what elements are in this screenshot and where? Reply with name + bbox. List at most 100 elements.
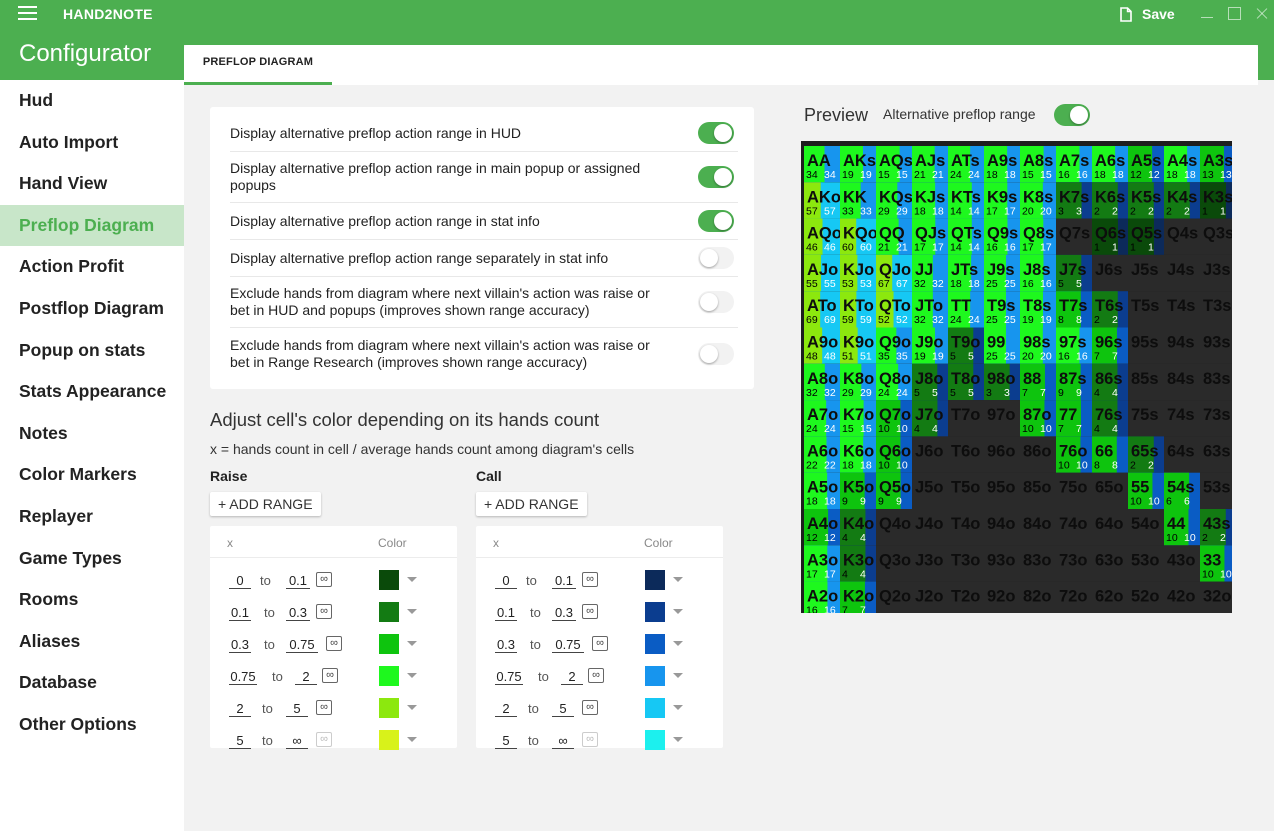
tab-preflop-diagram[interactable]: PREFLOP DIAGRAM [184,45,332,85]
option-toggle[interactable] [698,247,734,269]
range-to-input[interactable]: 0.1 [286,573,310,589]
sidebar-item-replayer[interactable]: Replayer [19,505,93,526]
infinity-icon[interactable]: ∞ [326,636,342,651]
close-icon[interactable] [1250,0,1274,28]
color-swatch[interactable] [379,666,399,686]
color-swatch[interactable] [379,570,399,590]
infinity-icon[interactable]: ∞ [316,604,332,619]
chevron-down-icon[interactable] [673,673,683,678]
color-swatch[interactable] [645,666,665,686]
call-count: 10 [896,459,908,471]
sidebar-item-hand-view[interactable]: Hand View [19,173,108,194]
infinity-icon[interactable]: ∞ [582,700,598,715]
chevron-down-icon[interactable] [673,609,683,614]
infinity-icon[interactable]: ∞ [316,700,332,715]
sidebar-item-other-options[interactable]: Other Options [19,713,137,734]
sidebar-item-color-markers[interactable]: Color Markers [19,464,137,485]
option-toggle[interactable] [698,291,734,313]
raise-add-range-button[interactable]: + ADD RANGE [210,492,321,516]
sidebar-item-postflop-diagram[interactable]: Postflop Diagram [19,297,164,318]
range-to-label: to [538,669,549,684]
sidebar-item-popup-on-stats[interactable]: Popup on stats [19,339,146,360]
sidebar-item-action-profit[interactable]: Action Profit [19,256,124,277]
chevron-down-icon[interactable] [407,577,417,582]
range-to-input[interactable]: 0.3 [286,605,310,621]
maximize-icon[interactable] [1222,0,1246,28]
sidebar-item-aliases[interactable]: Aliases [19,630,81,651]
infinity-icon[interactable]: ∞ [582,604,598,619]
range-from-input[interactable]: 0.1 [495,605,517,621]
sidebar-item-notes[interactable]: Notes [19,422,68,443]
range-to-input[interactable]: 2 [561,669,583,685]
infinity-icon[interactable]: ∞ [316,732,332,747]
range-from-input[interactable]: 2 [229,701,251,717]
color-swatch[interactable] [379,634,399,654]
chevron-down-icon[interactable] [407,705,417,710]
color-swatch[interactable] [379,730,399,750]
sidebar-item-preflop-diagram[interactable]: Preflop Diagram [0,204,184,247]
option-toggle[interactable] [698,166,734,188]
range-to-input[interactable]: ∞ [286,733,308,749]
color-swatch[interactable] [645,698,665,718]
range-to-input[interactable]: 0.75 [552,637,584,653]
infinity-icon[interactable]: ∞ [592,636,608,651]
range-from-input[interactable]: 5 [495,733,517,749]
range-from-input[interactable]: 0.75 [495,669,523,685]
option-label: Display alternative preflop action range… [230,249,609,266]
sidebar-item-stats-appearance[interactable]: Stats Appearance [19,381,167,402]
range-from-input[interactable]: 0.1 [229,605,251,621]
range-from-input[interactable]: 5 [229,733,251,749]
option-toggle[interactable] [698,122,734,144]
chevron-down-icon[interactable] [407,609,417,614]
alt-range-toggle[interactable] [1054,104,1090,126]
hand-label: 64o [1095,515,1123,533]
chevron-down-icon[interactable] [407,641,417,646]
raise-count: 18 [842,459,854,471]
color-swatch[interactable] [645,602,665,622]
color-swatch[interactable] [645,570,665,590]
range-to-input[interactable]: 2 [295,669,317,685]
call-count: 20 [1040,205,1052,217]
infinity-icon[interactable]: ∞ [316,572,332,587]
infinity-icon[interactable]: ∞ [322,668,338,683]
range-to-label: to [264,637,275,652]
range-to-input[interactable]: 0.75 [286,637,318,653]
option-toggle[interactable] [698,210,734,232]
range-from-input[interactable]: 0.3 [229,637,251,653]
chevron-down-icon[interactable] [673,641,683,646]
chevron-down-icon[interactable] [407,737,417,742]
range-from-input[interactable]: 0 [495,573,517,589]
chevron-down-icon[interactable] [407,673,417,678]
sidebar-item-rooms[interactable]: Rooms [19,589,79,610]
chevron-down-icon[interactable] [673,577,683,582]
range-to-input[interactable]: 0.1 [552,573,576,589]
range-to-input[interactable]: 5 [552,701,574,717]
chevron-down-icon[interactable] [673,705,683,710]
range-to-input[interactable]: 0.3 [552,605,576,621]
range-from-input[interactable]: 0.3 [495,637,517,653]
hand-label: 96o [987,442,1015,460]
minimize-icon[interactable] [1195,0,1219,28]
infinity-icon[interactable]: ∞ [588,668,604,683]
range-from-input[interactable]: 0.75 [229,669,257,685]
range-from-input[interactable]: 0 [229,573,251,589]
color-swatch[interactable] [379,602,399,622]
range-from-input[interactable]: 2 [495,701,517,717]
infinity-icon[interactable]: ∞ [582,732,598,747]
color-swatch[interactable] [379,698,399,718]
sidebar-item-auto-import[interactable]: Auto Import [19,131,119,152]
chevron-down-icon[interactable] [673,737,683,742]
menu-icon[interactable] [18,6,37,20]
save-button[interactable]: Save [1120,4,1175,24]
sidebar-item-database[interactable]: Database [19,672,97,693]
option-toggle[interactable] [698,342,734,365]
color-swatch[interactable] [645,730,665,750]
sidebar-item-game-types[interactable]: Game Types [19,547,122,568]
call-add-range-button[interactable]: + ADD RANGE [476,492,587,516]
infinity-icon[interactable]: ∞ [582,572,598,587]
range-to-input[interactable]: 5 [286,701,308,717]
sidebar-item-hud[interactable]: Hud [19,90,54,110]
color-swatch[interactable] [645,634,665,654]
range-to-input[interactable]: ∞ [552,733,574,749]
